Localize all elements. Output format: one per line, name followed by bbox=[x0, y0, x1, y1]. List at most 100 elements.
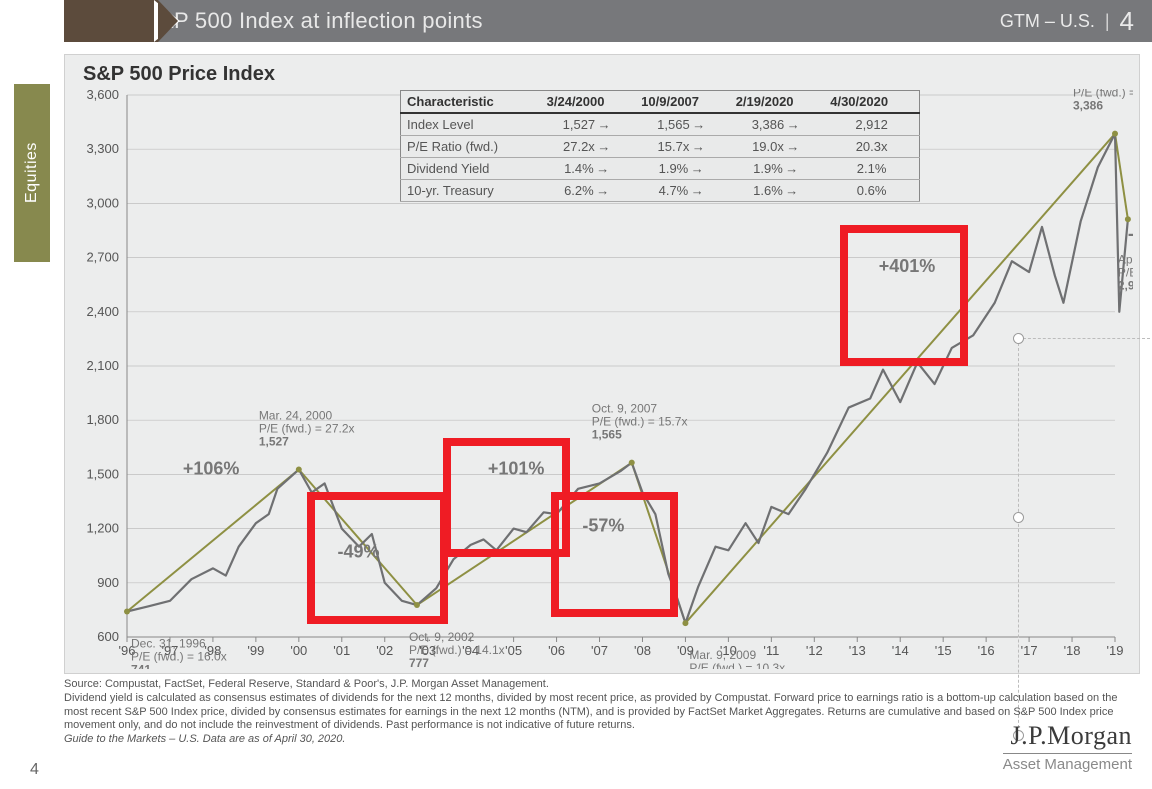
table-cell: 19.0x → bbox=[730, 136, 825, 158]
svg-text:900: 900 bbox=[97, 575, 119, 590]
svg-text:P/E (fwd.) = 14.1x: P/E (fwd.) = 14.1x bbox=[409, 643, 505, 657]
svg-text:600: 600 bbox=[97, 629, 119, 644]
logo-line2: Asset Management bbox=[1003, 756, 1132, 773]
svg-text:1,527: 1,527 bbox=[259, 435, 289, 449]
svg-text:'00: '00 bbox=[290, 643, 307, 658]
svg-text:Oct. 9, 2002: Oct. 9, 2002 bbox=[409, 630, 475, 644]
table-cell: 4.7% → bbox=[635, 180, 730, 202]
red-highlight-box bbox=[551, 492, 679, 616]
table-cell: P/E Ratio (fwd.) bbox=[401, 136, 541, 158]
svg-text:'13: '13 bbox=[849, 643, 866, 658]
svg-text:'07: '07 bbox=[591, 643, 608, 658]
table-cell: 1.9% → bbox=[635, 158, 730, 180]
svg-text:'08: '08 bbox=[634, 643, 651, 658]
table-cell: 1.4% → bbox=[541, 158, 636, 180]
table-cell: 15.7x → bbox=[635, 136, 730, 158]
svg-text:1,565: 1,565 bbox=[592, 428, 622, 442]
table-cell: 2.1% bbox=[824, 158, 919, 180]
table-cell: 2,912 bbox=[824, 113, 919, 136]
header-right: GTM – U.S. | 4 bbox=[1000, 0, 1134, 42]
svg-text:'99: '99 bbox=[247, 643, 264, 658]
svg-text:2,400: 2,400 bbox=[86, 304, 119, 319]
table-header: 2/19/2020 bbox=[730, 91, 825, 114]
table-cell: 1,527 → bbox=[541, 113, 636, 136]
table-cell: 1.6% → bbox=[730, 180, 825, 202]
svg-text:'16: '16 bbox=[978, 643, 995, 658]
svg-text:777: 777 bbox=[409, 656, 429, 669]
footnote-line: Guide to the Markets – U.S. Data are as … bbox=[64, 733, 1136, 747]
table-cell: 10-yr. Treasury bbox=[401, 180, 541, 202]
footnotes: Source: Compustat, FactSet, Federal Rese… bbox=[64, 678, 1136, 747]
svg-text:'17: '17 bbox=[1021, 643, 1038, 658]
table-cell: 20.3x bbox=[824, 136, 919, 158]
chart-title: S&P 500 Price Index bbox=[83, 63, 275, 86]
table-cell: 27.2x → bbox=[541, 136, 636, 158]
header-arrow bbox=[158, 0, 178, 42]
svg-text:3,000: 3,000 bbox=[86, 195, 119, 210]
header-bar: S&P 500 Index at inflection points GTM –… bbox=[64, 0, 1152, 42]
svg-text:2,100: 2,100 bbox=[86, 358, 119, 373]
table-cell: 1.9% → bbox=[730, 158, 825, 180]
side-tab-equities: Equities bbox=[14, 84, 50, 262]
table-cell: 1,565 → bbox=[635, 113, 730, 136]
marker-circle bbox=[1013, 512, 1024, 523]
table-row: Dividend Yield1.4% →1.9% →1.9% →2.1% bbox=[401, 158, 920, 180]
svg-text:'01: '01 bbox=[333, 643, 350, 658]
svg-text:'18: '18 bbox=[1064, 643, 1081, 658]
svg-text:1,500: 1,500 bbox=[86, 466, 119, 481]
marker-circle bbox=[1013, 333, 1024, 344]
header-sep: | bbox=[1105, 11, 1110, 32]
table-header: Characteristic bbox=[401, 91, 541, 114]
footnote-line: Source: Compustat, FactSet, Federal Rese… bbox=[64, 678, 1136, 692]
svg-text:P/E (fwd.) = 10.3x: P/E (fwd.) = 10.3x bbox=[689, 661, 785, 669]
svg-text:3,300: 3,300 bbox=[86, 141, 119, 156]
table-row: Index Level1,527 →1,565 →3,386 →2,912 bbox=[401, 113, 920, 136]
svg-text:'19: '19 bbox=[1107, 643, 1124, 658]
svg-text:'15: '15 bbox=[935, 643, 952, 658]
header-page: 4 bbox=[1120, 6, 1134, 37]
svg-text:P/E (fwd.) = 15.7x: P/E (fwd.) = 15.7x bbox=[592, 415, 688, 429]
svg-text:3,386: 3,386 bbox=[1073, 99, 1103, 113]
svg-text:P/E (fwd.) = 27.2x: P/E (fwd.) = 27.2x bbox=[259, 422, 355, 436]
dashed-reference-line bbox=[1018, 338, 1150, 339]
svg-text:2,700: 2,700 bbox=[86, 250, 119, 265]
table-cell: 6.2% → bbox=[541, 180, 636, 202]
svg-text:Mar. 9, 2009: Mar. 9, 2009 bbox=[689, 648, 756, 662]
svg-text:Dec. 31, 1996: Dec. 31, 1996 bbox=[131, 637, 206, 651]
svg-text:1,800: 1,800 bbox=[86, 412, 119, 427]
table-header: 10/9/2007 bbox=[635, 91, 730, 114]
svg-text:1,200: 1,200 bbox=[86, 521, 119, 536]
footnote-line: Dividend yield is calculated as consensu… bbox=[64, 692, 1136, 733]
svg-text:2,912: 2,912 bbox=[1118, 278, 1133, 292]
table-header: 4/30/2020 bbox=[824, 91, 919, 114]
svg-text:'02: '02 bbox=[376, 643, 393, 658]
svg-text:'11: '11 bbox=[763, 643, 779, 658]
logo-line1: J.P.Morgan bbox=[1003, 721, 1132, 754]
svg-text:741: 741 bbox=[131, 663, 151, 669]
table-cell: Dividend Yield bbox=[401, 158, 541, 180]
svg-text:Mar. 24, 2000: Mar. 24, 2000 bbox=[259, 409, 333, 423]
red-highlight-box bbox=[840, 225, 968, 366]
svg-text:'06: '06 bbox=[548, 643, 565, 658]
svg-text:Apr. 30, 2020: Apr. 30, 2020 bbox=[1118, 252, 1133, 266]
svg-text:Oct. 9, 2007: Oct. 9, 2007 bbox=[592, 402, 658, 416]
table-header: 3/24/2000 bbox=[541, 91, 636, 114]
header-accent bbox=[64, 0, 158, 42]
svg-text:'05: '05 bbox=[505, 643, 522, 658]
table-cell: Index Level bbox=[401, 113, 541, 136]
page-title: S&P 500 Index at inflection points bbox=[144, 8, 483, 34]
characteristics-table: Characteristic3/24/200010/9/20072/19/202… bbox=[400, 90, 920, 202]
svg-text:'14: '14 bbox=[892, 643, 909, 658]
table-row: P/E Ratio (fwd.)27.2x →15.7x →19.0x →20.… bbox=[401, 136, 920, 158]
jpmorgan-logo: J.P.Morgan Asset Management bbox=[1003, 721, 1132, 773]
page-number: 4 bbox=[30, 761, 39, 779]
page: S&P 500 Index at inflection points GTM –… bbox=[0, 0, 1152, 789]
gtm-label: GTM – U.S. bbox=[1000, 11, 1095, 32]
svg-text:P/E (fwd.) = 16.0x: P/E (fwd.) = 16.0x bbox=[131, 650, 227, 664]
svg-text:-14%: -14% bbox=[1128, 224, 1133, 244]
table-row: 10-yr. Treasury6.2% →4.7% →1.6% →0.6% bbox=[401, 180, 920, 202]
svg-text:3,600: 3,600 bbox=[86, 89, 119, 102]
table-cell: 3,386 → bbox=[730, 113, 825, 136]
table-cell: 0.6% bbox=[824, 180, 919, 202]
svg-text:P/E (fwd.) = 20.3x: P/E (fwd.) = 20.3x bbox=[1118, 265, 1133, 279]
